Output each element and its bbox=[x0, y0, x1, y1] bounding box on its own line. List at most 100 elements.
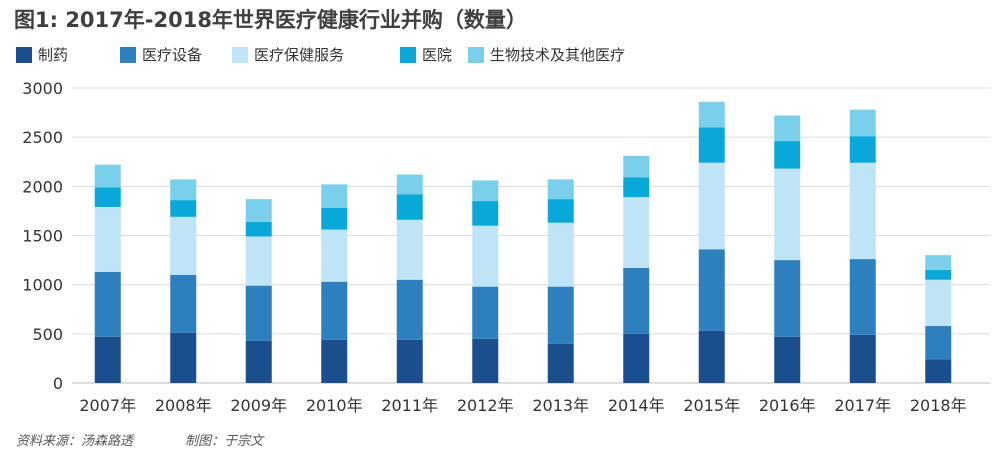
x-tick-label: 2018年 bbox=[910, 396, 967, 415]
bar-segment-s3-c7 bbox=[547, 222, 574, 287]
bar-segment-s5-c10 bbox=[774, 115, 801, 142]
bar-segment-s2-c10 bbox=[774, 260, 801, 337]
bar-segment-s2-c9 bbox=[698, 249, 725, 331]
bar-segment-s1-c11 bbox=[849, 334, 876, 383]
chart-title: 图1: 2017年-2018年世界医疗健康行业并购（数量） bbox=[14, 8, 527, 32]
bar-segment-s3-c6 bbox=[472, 225, 499, 287]
bar-segment-s3-c12 bbox=[925, 279, 952, 326]
bar-segment-s1-c7 bbox=[547, 343, 574, 383]
bar-segment-s5-c3 bbox=[245, 199, 272, 222]
bar-segment-s1-c4 bbox=[321, 339, 348, 383]
bar-segment-s4-c11 bbox=[849, 136, 876, 163]
x-tick-label: 2013年 bbox=[532, 396, 589, 415]
x-tick-label: 2012年 bbox=[457, 396, 514, 415]
bar-segment-s4-c6 bbox=[472, 201, 499, 226]
legend-swatch-biotech-other bbox=[468, 46, 484, 63]
x-tick-label: 2008年 bbox=[155, 396, 212, 415]
bar-segment-s5-c5 bbox=[396, 174, 423, 195]
legend-item-medical-devices: 医疗设备 bbox=[120, 44, 202, 65]
bar-segment-s4-c1 bbox=[94, 187, 121, 207]
x-tick-label: 2010年 bbox=[306, 396, 363, 415]
y-axis-ticks: 0 500 1000 1500 2000 2500 3000 bbox=[22, 79, 63, 393]
legend-item-hospitals: 医院 bbox=[400, 44, 452, 65]
bar-segment-s1-c10 bbox=[774, 336, 801, 383]
legend-label-biotech-other: 生物技术及其他医疗 bbox=[490, 46, 626, 64]
x-tick-label: 2016年 bbox=[759, 396, 816, 415]
bar-segment-s5-c12 bbox=[925, 255, 952, 270]
bar-segment-s1-c1 bbox=[94, 336, 121, 383]
bar-segment-s1-c8 bbox=[623, 333, 650, 383]
source-note: 资料来源：汤森路透 bbox=[16, 434, 134, 449]
bar-segment-s5-c6 bbox=[472, 180, 499, 202]
legend-label-healthcare-services: 医疗保健服务 bbox=[254, 46, 345, 64]
y-tick-label: 3000 bbox=[22, 79, 63, 98]
bar-segment-s4-c5 bbox=[396, 194, 423, 220]
bar-segment-s3-c8 bbox=[623, 197, 650, 268]
bar-segment-s4-c4 bbox=[321, 207, 348, 230]
bar-segment-s1-c12 bbox=[925, 359, 952, 383]
footer: 资料来源：汤森路透 制图：于宗文 bbox=[16, 430, 311, 449]
gridlines bbox=[72, 87, 990, 384]
bar-segment-s2-c8 bbox=[623, 267, 650, 334]
bar-segment-s2-c2 bbox=[170, 274, 197, 333]
x-tick-label: 2009年 bbox=[230, 396, 287, 415]
bar-segment-s5-c9 bbox=[698, 101, 725, 128]
bar-segment-s2-c7 bbox=[547, 286, 574, 344]
y-tick-label: 1500 bbox=[22, 227, 63, 246]
bar-segment-s4-c8 bbox=[623, 177, 650, 198]
legend-item-healthcare-services: 医疗保健服务 bbox=[232, 44, 344, 65]
y-tick-label: 0 bbox=[53, 374, 63, 393]
bar-segment-s4-c2 bbox=[170, 200, 197, 217]
legend-swatch-healthcare-services bbox=[232, 46, 248, 63]
x-tick-label: 2014年 bbox=[608, 396, 665, 415]
x-tick-label: 2011年 bbox=[381, 396, 438, 415]
author-note: 制图：于宗文 bbox=[185, 434, 264, 449]
bar-segment-s5-c1 bbox=[94, 164, 121, 188]
legend: 制药 医疗设备 医疗保健服务 医院 生物技术及其他医疗 bbox=[0, 44, 1000, 64]
x-axis-ticks: 2007年 2008年 2009年 2010年 2011年 2012年 2013年 2014年… bbox=[79, 396, 966, 415]
bar-segment-s3-c9 bbox=[698, 162, 725, 250]
bar-segment-s1-c9 bbox=[698, 330, 725, 383]
bar-segment-s5-c7 bbox=[547, 179, 574, 200]
x-tick-label: 2017年 bbox=[834, 396, 891, 415]
bar-segment-s3-c1 bbox=[94, 206, 121, 272]
bar-segment-s3-c11 bbox=[849, 162, 876, 260]
legend-label-medical-devices: 医疗设备 bbox=[142, 46, 203, 64]
bar-segment-s2-c11 bbox=[849, 259, 876, 335]
bar-segment-s2-c4 bbox=[321, 281, 348, 340]
bar-segment-s4-c3 bbox=[245, 221, 272, 237]
x-tick-label: 2015年 bbox=[683, 396, 740, 415]
bar-segment-s5-c11 bbox=[849, 109, 876, 137]
bar-segment-s4-c7 bbox=[547, 199, 574, 223]
bar-segment-s2-c6 bbox=[472, 286, 499, 339]
y-tick-label: 2000 bbox=[22, 177, 63, 196]
legend-item-pharma: 制药 bbox=[16, 44, 68, 65]
bar-segment-s1-c6 bbox=[472, 338, 499, 383]
bar-segment-s5-c2 bbox=[170, 179, 197, 201]
bar-segment-s1-c5 bbox=[396, 339, 423, 383]
x-tick-label: 2007年 bbox=[79, 396, 136, 415]
bar-segment-s3-c3 bbox=[245, 236, 272, 286]
y-tick-label: 2500 bbox=[22, 128, 63, 147]
bar-segment-s3-c2 bbox=[170, 216, 197, 275]
bar-segment-s4-c9 bbox=[698, 127, 725, 163]
bar-segment-s3-c10 bbox=[774, 168, 801, 261]
bar-segment-s1-c3 bbox=[245, 340, 272, 383]
legend-swatch-hospitals bbox=[400, 46, 416, 63]
legend-item-biotech-other: 生物技术及其他医疗 bbox=[468, 44, 625, 65]
bar-segment-s3-c4 bbox=[321, 229, 348, 282]
bar-segment-s3-c5 bbox=[396, 219, 423, 280]
legend-label-hospitals: 医院 bbox=[422, 46, 453, 64]
bars bbox=[94, 101, 952, 383]
legend-label-pharma: 制药 bbox=[38, 46, 69, 64]
legend-swatch-medical-devices bbox=[120, 46, 136, 63]
bar-segment-s2-c1 bbox=[94, 271, 121, 337]
y-tick-label: 1000 bbox=[22, 276, 63, 295]
bar-segment-s2-c12 bbox=[925, 325, 952, 360]
y-tick-label: 500 bbox=[32, 325, 63, 344]
bar-segment-s5-c4 bbox=[321, 184, 348, 208]
bar-segment-s4-c12 bbox=[925, 269, 952, 280]
bar-segment-s2-c5 bbox=[396, 279, 423, 340]
bar-segment-s5-c8 bbox=[623, 155, 650, 178]
